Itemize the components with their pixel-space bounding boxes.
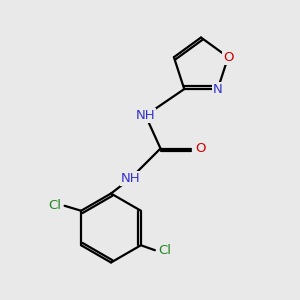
Text: N: N [213, 82, 223, 96]
Text: NH: NH [136, 109, 155, 122]
Text: O: O [223, 51, 233, 64]
Text: Cl: Cl [48, 199, 61, 212]
Text: NH: NH [121, 172, 140, 185]
Text: O: O [195, 142, 206, 155]
Text: Cl: Cl [158, 244, 172, 257]
